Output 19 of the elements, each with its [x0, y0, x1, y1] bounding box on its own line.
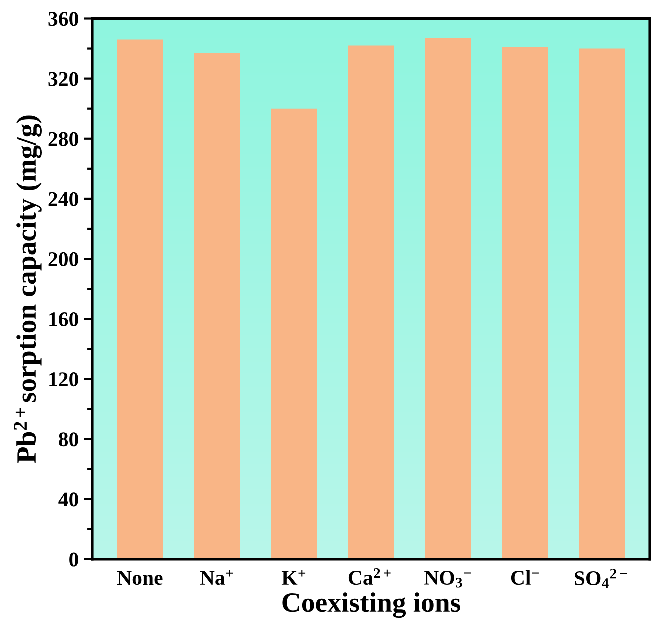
y-tick-label: 280: [48, 132, 78, 146]
x-tick-label: NO$_{3}$$^{−}$: [424, 570, 472, 588]
x-tick-label: Ca$^{2+}$: [348, 568, 391, 586]
x-tick-label: Na$^{+}$: [200, 570, 234, 586]
y-tick-label: 360: [48, 12, 78, 26]
y-tick-label: 0: [70, 552, 78, 567]
x-tick-label: None: [117, 571, 163, 586]
y-tick-label: 40: [58, 492, 78, 507]
y-tick-label: 200: [48, 252, 78, 266]
y-tick-label: 80: [59, 432, 78, 447]
x-tick-label: K$^{+}$: [282, 570, 306, 585]
y-tick-label: 120: [50, 372, 78, 387]
y-tick-label: 320: [48, 72, 78, 86]
y-axis-title: Pb$^{2+}$sorption capacity (mg/g): [14, 116, 42, 464]
y-tick-label: 160: [50, 312, 78, 327]
y-tick-label: 240: [48, 192, 78, 206]
x-tick-label: Cl$^{−}$: [511, 570, 539, 586]
x-axis-title: Coexisting ions: [282, 592, 460, 618]
x-tick-label: SO$_{4}$$^{2−}$: [575, 568, 628, 588]
